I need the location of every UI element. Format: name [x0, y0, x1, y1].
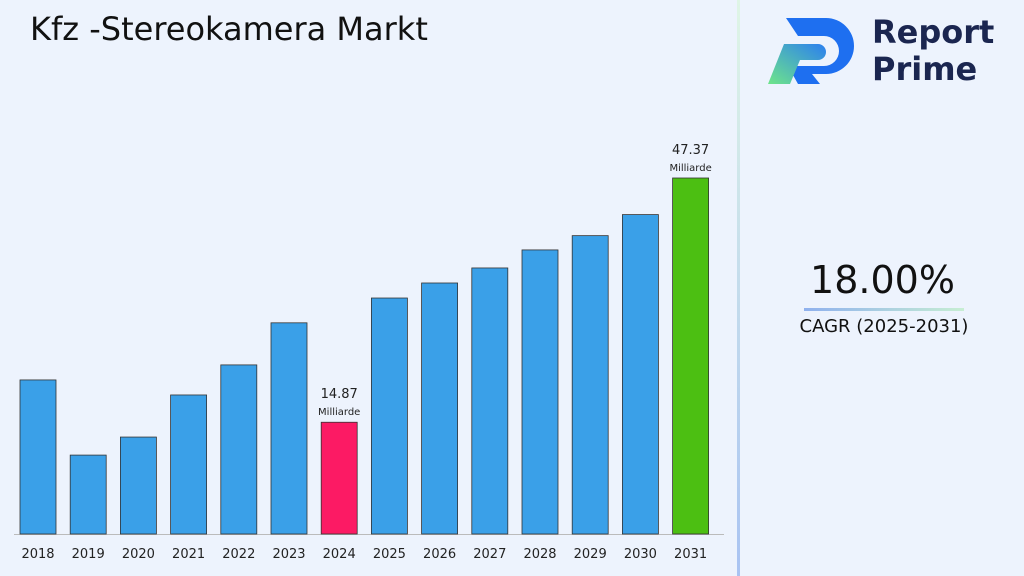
bar-2030 [622, 214, 659, 535]
x-tick-label: 2026 [423, 547, 456, 562]
bar-2031 [672, 177, 709, 535]
x-tick-label: 2022 [222, 547, 255, 562]
bar-2025 [370, 297, 408, 535]
logo-line1: Report [872, 13, 995, 51]
x-tick-label: 2031 [674, 547, 707, 562]
x-tick-label: 2025 [373, 547, 406, 562]
x-tick-label: 2021 [172, 547, 205, 562]
data-label-value: 14.87 [321, 387, 358, 402]
bar-2023 [270, 322, 308, 535]
x-tick-label: 2027 [473, 547, 506, 562]
bar-2022 [220, 364, 258, 535]
x-tick-label: 2018 [21, 547, 54, 562]
bar-chart: 2018 2019 2020 2021 2022 2023 2024 14.87 Milliar… [14, 143, 724, 562]
data-label-value: 47.37 [672, 143, 709, 158]
data-label-unit: Milliarde [318, 407, 360, 418]
chart-title: Kfz -Stereokamera Markt [30, 10, 428, 48]
divider [737, 0, 740, 576]
cagr-underline [804, 308, 964, 311]
logo-text: Report Prime [872, 14, 994, 88]
bar-2021 [170, 394, 208, 535]
bar-2026 [421, 282, 459, 535]
x-tick-label: 2030 [624, 547, 657, 562]
x-tick-label: 2029 [574, 547, 607, 562]
data-label-unit: Milliarde [669, 163, 711, 174]
cagr-value: 18.00% [810, 258, 955, 302]
x-tick-label: 2019 [72, 547, 105, 562]
cagr-label: CAGR (2025-2031) [799, 316, 969, 337]
bar-2020 [120, 436, 157, 535]
bar-2019 [69, 454, 107, 535]
logo-line2: Prime [872, 50, 978, 88]
x-tick-label: 2020 [122, 547, 155, 562]
report-prime-logo-icon [768, 18, 854, 84]
bar-2029 [571, 235, 609, 535]
bar-2028 [521, 249, 559, 535]
x-tick-label: 2024 [323, 547, 356, 562]
bar-2024 [320, 421, 358, 535]
x-tick-label: 2028 [523, 547, 556, 562]
x-tick-label: 2023 [272, 547, 305, 562]
bar-2018 [19, 379, 57, 535]
bar-2027 [471, 267, 509, 535]
